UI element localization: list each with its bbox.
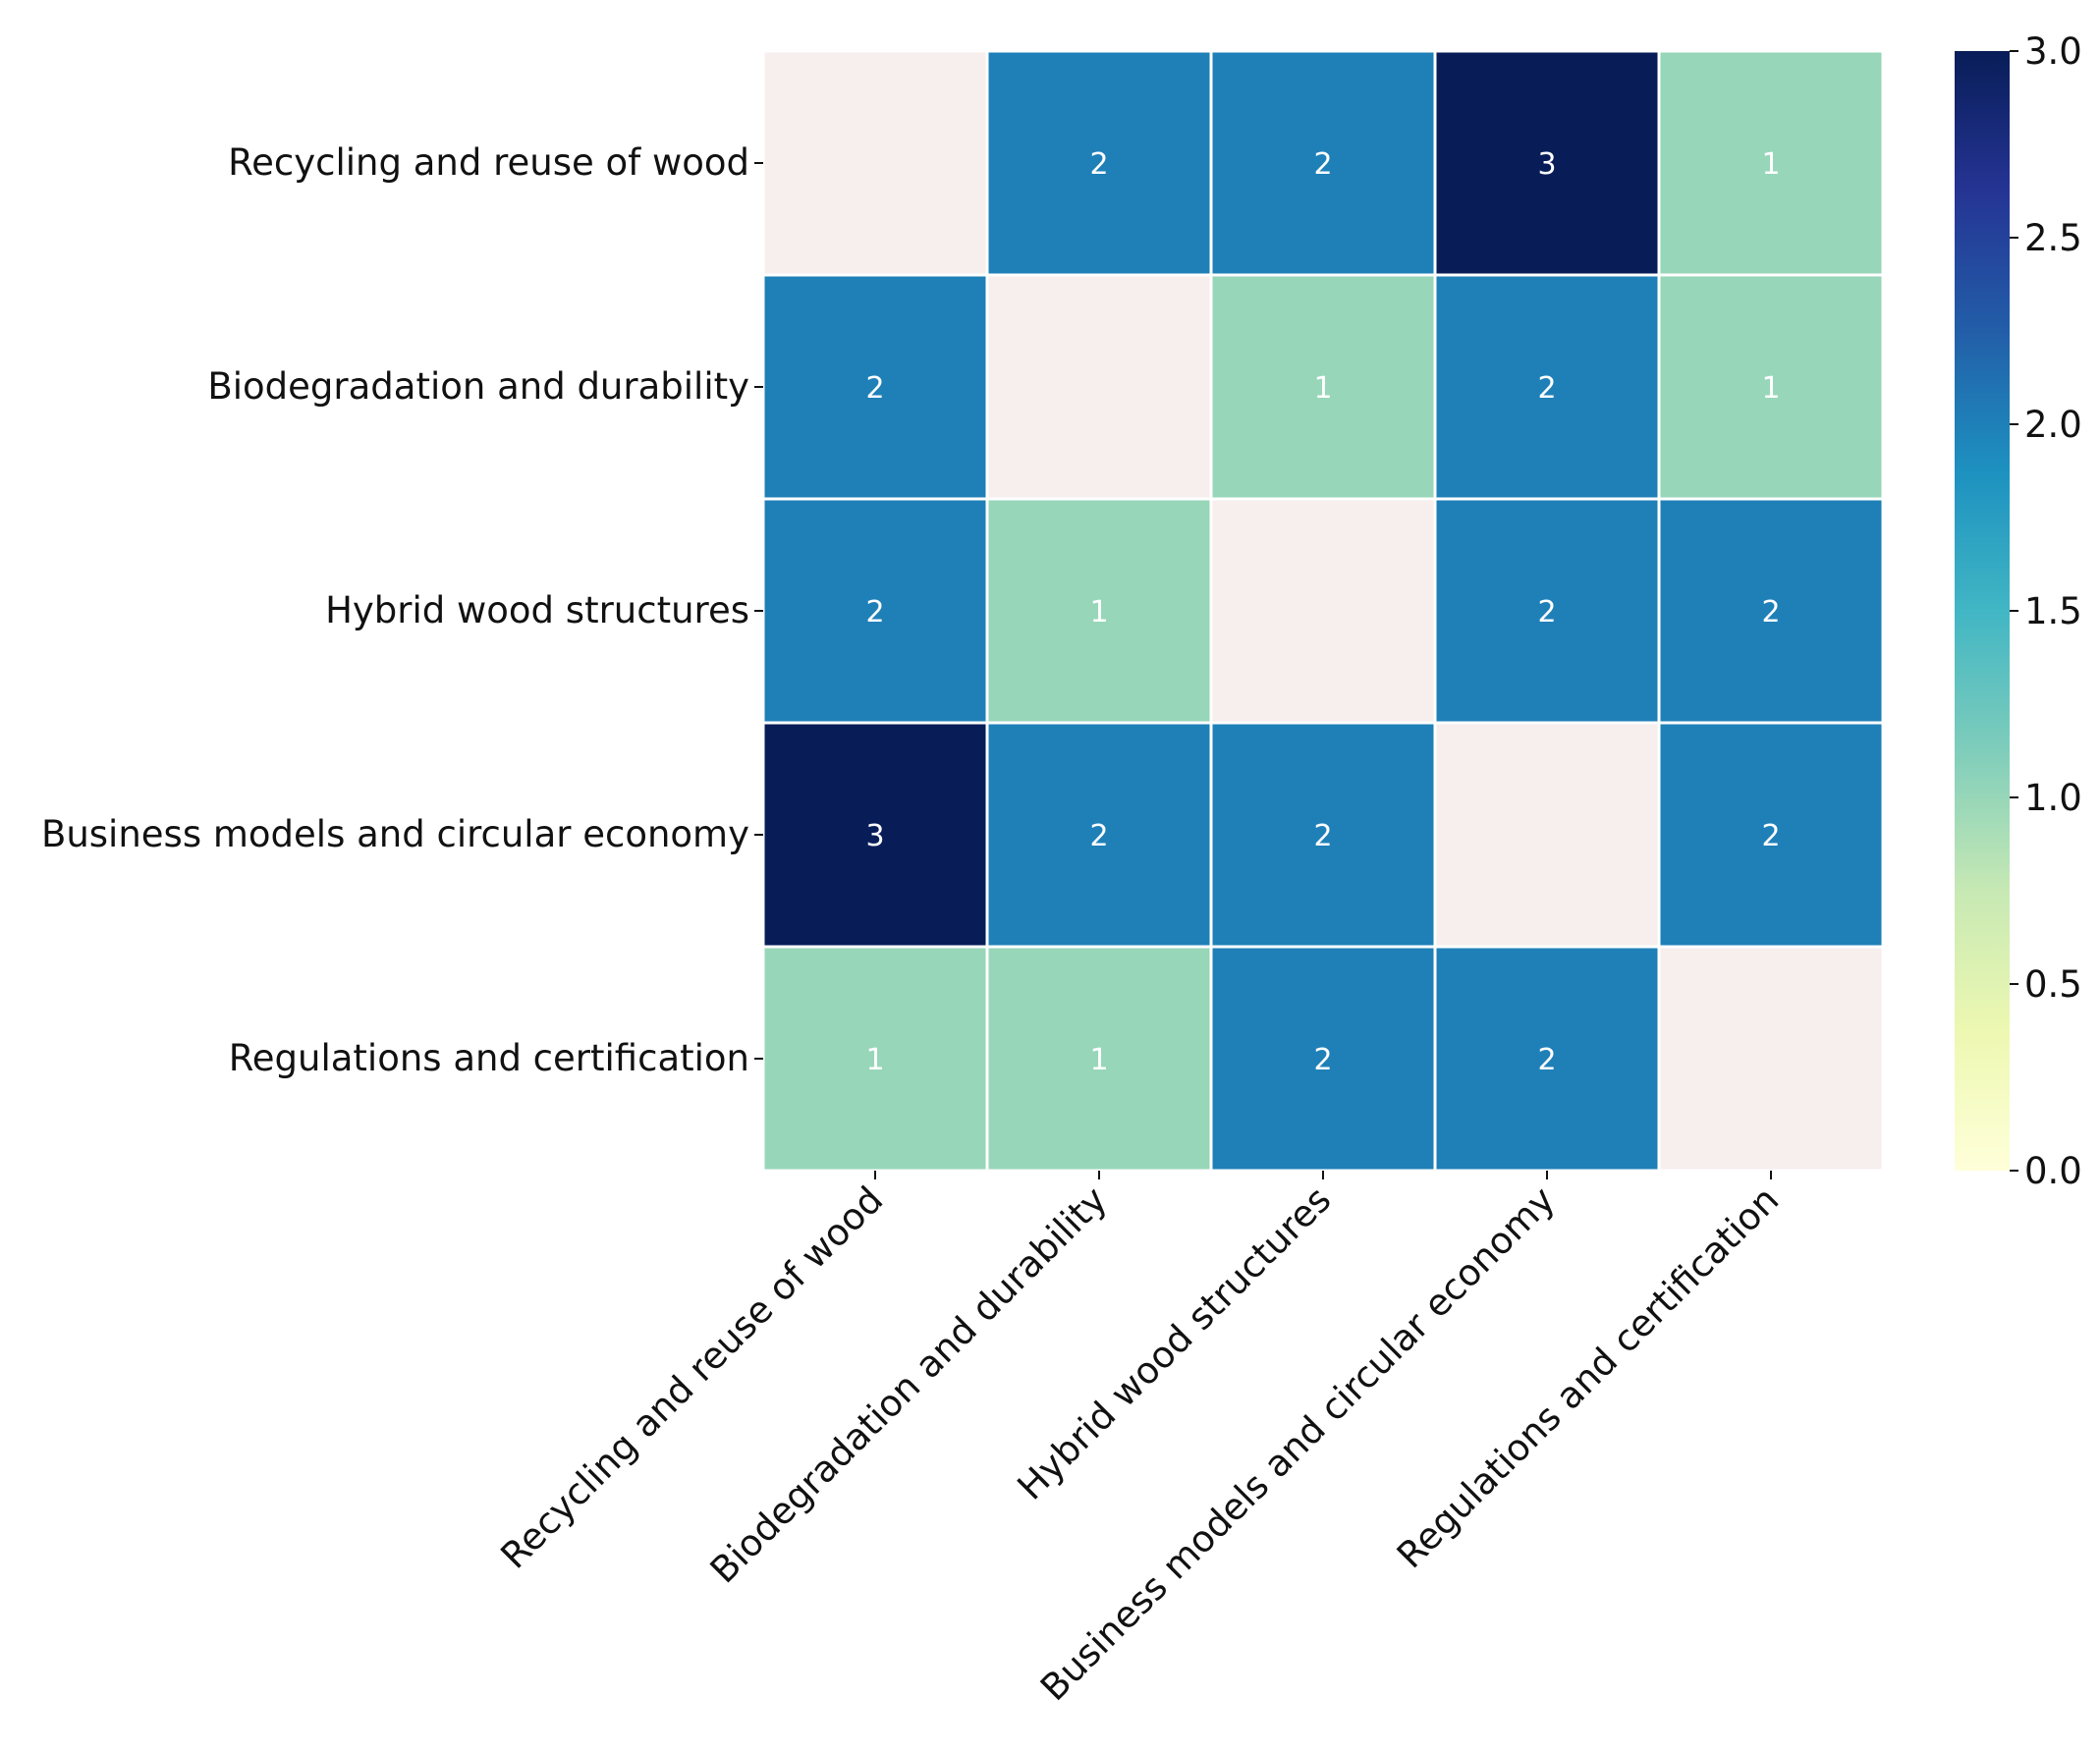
heatmap-cell-r0-c4	[1660, 52, 1882, 274]
cell-annotation-r1-c3: 2	[1537, 371, 1556, 406]
heatmap-cell-r3-c1	[988, 724, 1210, 946]
heatmap-cell-r0-c0	[764, 52, 986, 274]
cell-annotation-r0-c1: 2	[1089, 147, 1108, 182]
heatmap-cell-r0-c2	[1212, 52, 1434, 274]
heatmap-cell-r3-c3	[1436, 724, 1658, 946]
cell-annotation-r0-c3: 3	[1537, 147, 1556, 182]
heatmap-cell-r1-c3	[1436, 276, 1658, 498]
cell-annotation-r1-c0: 2	[865, 371, 884, 406]
colorbar-tick-label-4: 2.0	[2024, 404, 2082, 446]
colorbar-tick-label-6: 3.0	[2024, 30, 2082, 73]
heatmap-cell-r1-c2	[1212, 276, 1434, 498]
cell-annotation-r2-c3: 2	[1537, 595, 1556, 630]
cell-annotation-r4-c2: 2	[1313, 1043, 1332, 1077]
x-tick-label-1: Biodegradation and durability	[702, 1178, 1115, 1591]
heatmap-cell-r3-c4	[1660, 724, 1882, 946]
y-tick-label-1: Biodegradation and durability	[207, 365, 749, 408]
heatmap-cell-r1-c4	[1660, 276, 1882, 498]
heatmap-cell-r1-c0	[764, 276, 986, 498]
heatmap-cell-r0-c1	[988, 52, 1210, 274]
heatmap-cell-r4-c4	[1660, 948, 1882, 1170]
y-tick-label-3: Business models and circular economy	[41, 813, 749, 855]
cell-annotation-r2-c1: 1	[1089, 595, 1108, 630]
heatmap-cell-r2-c2	[1212, 500, 1434, 722]
heatmap-cells	[764, 52, 1882, 1170]
x-tick-label-0: Recycling and reuse of wood	[493, 1178, 892, 1577]
cell-annotation-r1-c4: 1	[1761, 371, 1780, 406]
cell-annotation-r3-c4: 2	[1761, 819, 1780, 853]
colorbar-tick-label-2: 1.0	[2024, 777, 2082, 819]
heatmap-cell-r2-c1	[988, 500, 1210, 722]
x-axis: Recycling and reuse of woodBiodegradatio…	[493, 1171, 1787, 1709]
colorbar-tick-label-5: 2.5	[2024, 217, 2082, 259]
cell-annotation-r0-c2: 2	[1313, 147, 1332, 182]
y-tick-label-0: Recycling and reuse of wood	[228, 141, 749, 184]
cell-annotation-r2-c0: 2	[865, 595, 884, 630]
heatmap-cell-r3-c0	[764, 724, 986, 946]
heatmap-cell-r2-c4	[1660, 500, 1882, 722]
colorbar: 0.0 0.5 1.0 1.5 2.0 2.5 3.0	[1955, 30, 2082, 1192]
x-tick-label-3: Business models and circular economy	[1032, 1178, 1563, 1709]
heatmap-cell-r1-c1	[988, 276, 1210, 498]
colorbar-tick-label-0: 0.0	[2024, 1150, 2082, 1192]
heatmap-cell-r2-c3	[1436, 500, 1658, 722]
y-tick-label-2: Hybrid wood structures	[325, 589, 749, 631]
cell-annotation-r4-c1: 1	[1089, 1043, 1108, 1077]
cell-annotation-r1-c2: 1	[1313, 371, 1332, 406]
cell-annotation-r3-c2: 2	[1313, 819, 1332, 853]
y-tick-label-4: Regulations and certification	[229, 1037, 749, 1079]
heatmap-cell-r4-c2	[1212, 948, 1434, 1170]
heatmap-cell-r0-c3	[1436, 52, 1658, 274]
heatmap-cell-r4-c3	[1436, 948, 1658, 1170]
heatmap-cell-r3-c2	[1212, 724, 1434, 946]
x-tick-label-4: Regulations and certification	[1389, 1178, 1787, 1576]
y-axis: Recycling and reuse of wood Biodegradatio…	[41, 141, 763, 1079]
cell-annotation-r3-c0: 3	[865, 819, 884, 853]
colorbar-tick-label-3: 1.5	[2024, 590, 2082, 632]
cell-annotation-r2-c4: 2	[1761, 595, 1780, 630]
heatmap-cell-r2-c0	[764, 500, 986, 722]
cell-annotation-r0-c4: 1	[1761, 147, 1780, 182]
heatmap-cell-r4-c0	[764, 948, 986, 1170]
heatmap-cell-r4-c1	[988, 948, 1210, 1170]
cell-annotation-r4-c3: 2	[1537, 1043, 1556, 1077]
cell-annotation-r3-c1: 2	[1089, 819, 1108, 853]
colorbar-gradient	[1955, 51, 2010, 1171]
colorbar-tick-label-1: 0.5	[2024, 963, 2082, 1006]
cell-annotation-r4-c0: 1	[865, 1043, 884, 1077]
cell-annotations: 2 2 3 1 2 1 2 1 2 1 2 2 3 2 2 2 1 1 2 2	[865, 147, 1780, 1077]
